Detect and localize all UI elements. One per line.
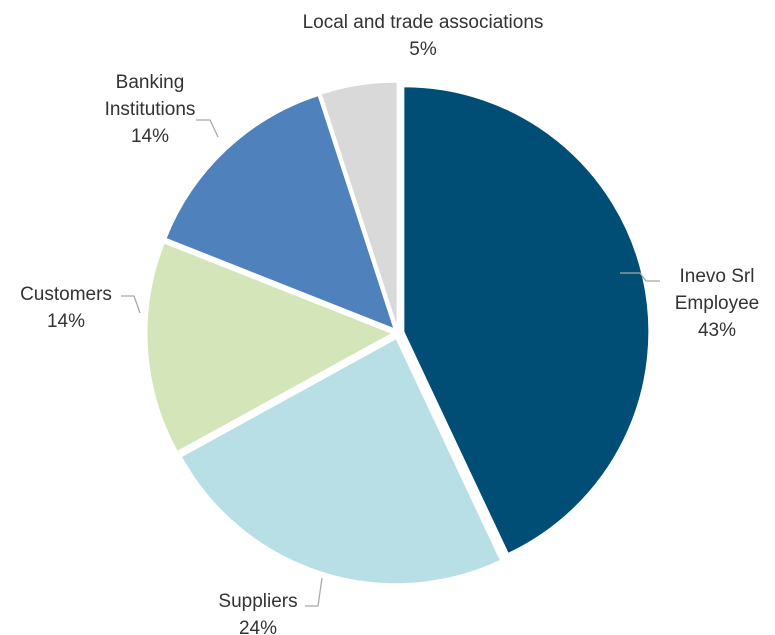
slice-label-4: Local and trade associations 5% (303, 12, 544, 60)
leader-line-3 (196, 119, 219, 138)
slice-value-label-0: 43% (698, 320, 736, 341)
pie-slices (146, 81, 650, 585)
slice-name-label-0-1: Employee (675, 293, 760, 314)
pie-slice-3 (165, 94, 395, 330)
slice-name-label-0-0: Inevo Srl (680, 266, 755, 287)
pie-slice-4 (320, 81, 398, 328)
leader-line-1 (305, 577, 323, 607)
slice-labels: Inevo Srl Employee 43% Suppliers 24% Customer… (20, 12, 759, 635)
pie-slice-0 (403, 86, 650, 555)
slice-label-1: Suppliers 24% (218, 591, 297, 635)
slice-name-label-2-0: Customers (20, 284, 112, 305)
leader-lines (121, 119, 660, 607)
slice-name-label-1-0: Suppliers (218, 591, 297, 612)
slice-label-2: Customers 14% (20, 284, 112, 332)
slice-value-label-2: 14% (47, 311, 85, 332)
slice-label-0: Inevo Srl Employee 43% (675, 266, 760, 341)
slice-name-label-3-1: Institutions (105, 99, 196, 120)
slice-value-label-3: 14% (131, 126, 169, 147)
pie-slice-1 (180, 338, 502, 585)
leader-line-2 (121, 295, 141, 314)
leader-line-0 (620, 272, 660, 282)
slice-label-3: Banking Institutions 14% (105, 72, 196, 147)
slice-name-label-3-0: Banking (116, 72, 185, 93)
slice-value-label-1: 24% (239, 618, 277, 635)
slice-value-label-4: 5% (409, 39, 437, 60)
pie-slice-2 (146, 242, 394, 453)
slice-name-label-4-0: Local and trade associations (303, 12, 544, 33)
